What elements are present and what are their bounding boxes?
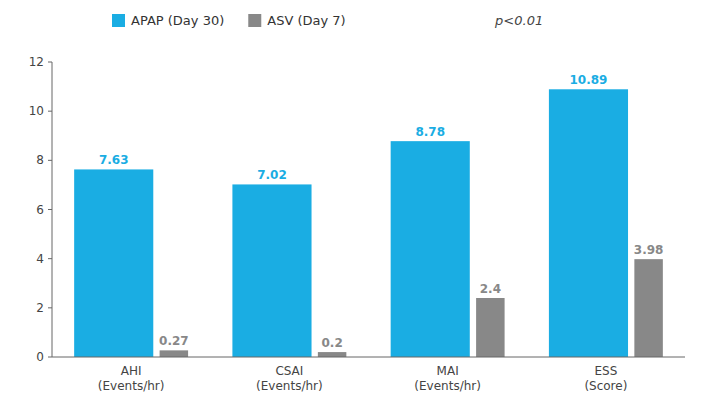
data-label: 7.63 <box>99 153 129 167</box>
y-tick-label: 8 <box>36 153 44 167</box>
bar <box>160 350 188 357</box>
y-tick-label: 10 <box>29 104 44 118</box>
annotation: p<0.01 <box>494 13 543 28</box>
data-label: 2.4 <box>480 282 501 296</box>
y-tick <box>48 307 52 308</box>
y-axis-line <box>52 62 53 357</box>
legend: APAP (Day 30) ASV (Day 7) <box>112 13 346 28</box>
chart: 0 2 4 6 8 10 12 7.63 7.02 8.78 10.89 0.27 0.2 2.4 3.98… <box>0 0 705 412</box>
x-tick-label: MAI(Events/hr) <box>414 364 481 393</box>
x-tick-label-line: (Events/hr) <box>256 379 323 393</box>
legend-label: APAP (Day 30) <box>131 13 224 28</box>
x-axis: AHI(Events/hr)CSAI(Events/hr)MAI(Events/… <box>52 357 685 393</box>
y-tick-label: 6 <box>36 203 44 217</box>
x-tick-label-line: ESS <box>594 364 617 378</box>
y-tick <box>48 258 52 259</box>
data-label: 3.98 <box>634 243 664 257</box>
y-tick <box>48 357 52 358</box>
x-tick-label: AHI(Events/hr) <box>98 364 165 393</box>
bars <box>74 89 663 357</box>
y-tick <box>48 62 52 63</box>
x-tick-label-line: CSAI <box>275 364 303 378</box>
x-tick-label-line: (Score) <box>584 379 627 393</box>
y-tick-label: 2 <box>36 301 44 315</box>
data-label: 0.27 <box>159 334 189 348</box>
data-label: 8.78 <box>415 125 445 139</box>
y-tick-label: 4 <box>36 252 44 266</box>
bar <box>318 352 346 357</box>
x-axis-line <box>52 357 685 358</box>
bar <box>74 169 153 357</box>
data-labels: 7.63 7.02 8.78 10.89 0.27 0.2 2.4 3.98 <box>99 73 663 350</box>
y-axis: 0 2 4 6 8 10 12 <box>29 55 52 364</box>
y-tick <box>48 160 52 161</box>
legend-swatch <box>248 14 261 27</box>
bar <box>476 298 504 357</box>
y-tick-label: 0 <box>36 350 44 364</box>
bar <box>634 259 662 357</box>
data-label: 7.02 <box>257 168 287 182</box>
legend-swatch <box>112 14 125 27</box>
y-tick <box>48 111 52 112</box>
bar <box>549 89 628 357</box>
chart-container: 0 2 4 6 8 10 12 7.63 7.02 8.78 10.89 0.27 0.2 2.4 3.98… <box>0 0 705 412</box>
x-tick-label: ESS(Score) <box>584 364 627 393</box>
data-label: 0.2 <box>321 336 342 350</box>
x-tick-label-line: AHI <box>121 364 142 378</box>
data-label: 10.89 <box>569 73 607 87</box>
bar <box>232 184 311 357</box>
x-tick-label-line: (Events/hr) <box>414 379 481 393</box>
legend-label: ASV (Day 7) <box>267 13 345 28</box>
x-tick-label-line: (Events/hr) <box>98 379 165 393</box>
x-tick-label: CSAI(Events/hr) <box>256 364 323 393</box>
page: {"chart_data": {"type": "bar", "categori… <box>0 0 705 412</box>
y-tick-label: 12 <box>29 55 44 69</box>
bar <box>391 141 470 357</box>
x-tick-label-line: MAI <box>437 364 459 378</box>
y-tick <box>48 209 52 210</box>
